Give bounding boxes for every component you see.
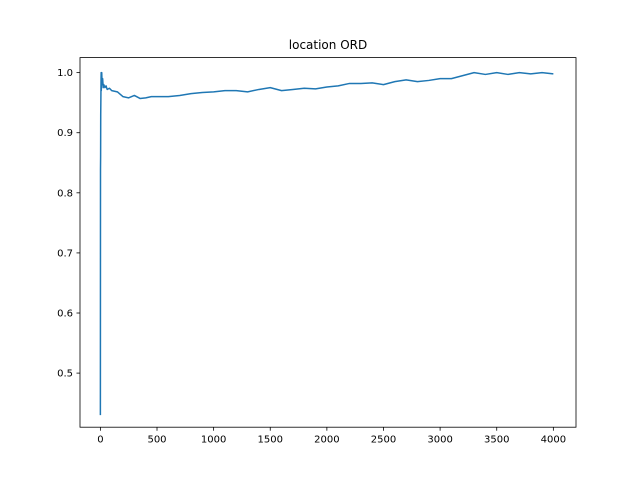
y-tick-label: 0.9 <box>57 128 73 139</box>
x-tick-label: 1000 <box>201 435 226 446</box>
y-tick-label: 0.5 <box>57 369 73 380</box>
y-tick-label: 0.7 <box>57 248 73 259</box>
x-tick-label: 4000 <box>541 435 566 446</box>
plot-area-frame <box>79 57 577 428</box>
x-axis-ticks: 0 500 1000 1500 2000 2500 3000 3500 4000 <box>97 427 566 446</box>
x-tick-label: 500 <box>147 435 166 446</box>
x-tick-label: 3000 <box>427 435 452 446</box>
x-tick-label: 0 <box>97 435 103 446</box>
chart-title: location ORD <box>289 38 367 52</box>
y-axis-ticks: 0.5 0.6 0.7 0.8 0.9 1.0 <box>57 68 80 380</box>
x-tick-label: 1500 <box>258 435 283 446</box>
series-line-location-ord <box>99 71 554 416</box>
y-tick-label: 0.8 <box>57 188 73 199</box>
y-tick-label: 1.0 <box>57 68 73 79</box>
x-tick-label: 3500 <box>484 435 509 446</box>
x-tick-label: 2000 <box>314 435 339 446</box>
x-tick-label: 2500 <box>371 435 396 446</box>
y-tick-label: 0.6 <box>57 309 73 320</box>
